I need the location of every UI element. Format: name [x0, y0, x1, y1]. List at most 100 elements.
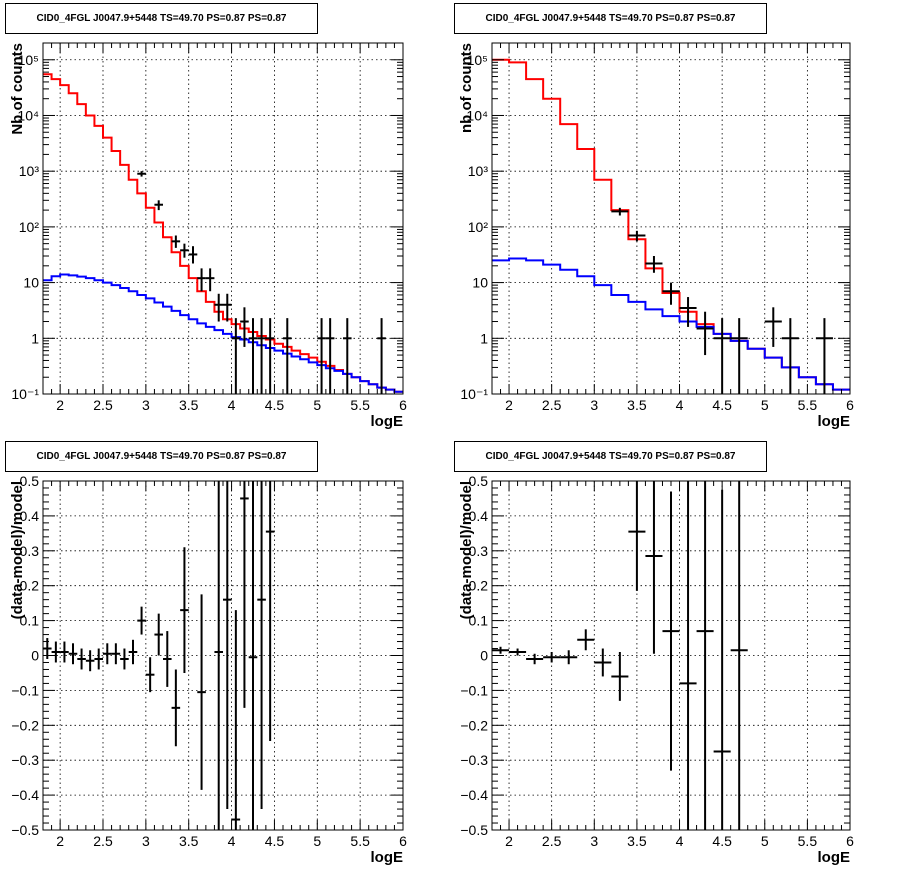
panel2-xtick-label-7: 5.5 [350, 833, 370, 849]
panel2-ytick-label-7: 0.2 [20, 578, 40, 594]
panel0-xtick-label-1: 2.5 [93, 397, 113, 413]
panel2-ylabel: (data-model)/model [9, 481, 26, 619]
panel1-xtick-label-2: 3 [590, 397, 598, 413]
panel3-ytick-label-4: −0.1 [460, 682, 488, 698]
panel3-plot-area [492, 481, 748, 830]
panel1-xtick-label-7: 5.5 [798, 397, 818, 413]
panel0-xlabel: logE [371, 413, 404, 430]
panel2-ytick-label-10: 0.5 [20, 473, 40, 489]
panel2-xtick-label-4: 4 [228, 833, 236, 849]
panel2-ytick-label-4: −0.1 [11, 682, 39, 698]
panel2-ytick-label-9: 0.4 [20, 508, 40, 524]
panel2-ytick-label-6: 0.1 [20, 613, 40, 629]
panel3-xtick-label-1: 2.5 [542, 833, 562, 849]
panel0-xtick-label-7: 5.5 [350, 397, 370, 413]
chart-panel-top-right: 2 2.5 3 3.5 4 4.5 5 5.5 6 10⁻¹ 1 10 10² 10³ 10⁴ 10⁵ logE… [449, 0, 898, 438]
panel0-series-1-line [43, 273, 403, 393]
panel3-xtick-label-5: 4.5 [712, 833, 732, 849]
chart-title-bottom-right: CID0_4FGL J0047.9+5448 TS=49.70 PS=0.87 … [454, 441, 767, 472]
panel3-xtick-label-4: 4 [676, 833, 684, 849]
panel2-xtick-label-3: 3.5 [179, 833, 199, 849]
panel0-frame [42, 42, 404, 395]
panel0-ytick-label-5: 10⁴ [17, 107, 39, 123]
panel1-xtick-label-6: 5 [761, 397, 769, 413]
panel3-ytick-label-0: −0.5 [460, 822, 488, 838]
panel3-ytick-label-2: −0.3 [460, 752, 488, 768]
panel1-ytick-label-3: 10² [468, 219, 489, 235]
panel2-xtick-label-5: 4.5 [265, 833, 285, 849]
panel0-plot-area [43, 73, 403, 394]
panel1-ytick-label-4: 10³ [468, 163, 489, 179]
panel0-ytick-label-3: 10² [19, 219, 40, 235]
chart-panel-bottom-right: 2 2.5 3 3.5 4 4.5 5 5.5 6 −0.5 −0.4 −0.3 −0.2 −0.1 0 0.… [449, 438, 898, 875]
panel3-xtick-label-7: 5.5 [798, 833, 818, 849]
panel1-ytick-label-0: 10⁻¹ [460, 386, 488, 402]
panel3-xtick-label-2: 3 [590, 833, 598, 849]
panel3-xlabel: logE [818, 849, 851, 866]
panel2-ytick-label-0: −0.5 [11, 822, 39, 838]
panel1-xtick-label-8: 6 [846, 397, 854, 413]
panel0-ytick-label-1: 1 [31, 330, 39, 346]
panel1-xlabel: logE [818, 413, 851, 430]
panel1-xtick-label-5: 4.5 [712, 397, 732, 413]
panel1-ytick-label-5: 10⁴ [466, 107, 488, 123]
panel1-series-0-line [492, 58, 850, 391]
panel1-ylabel: nb of counts [458, 43, 475, 133]
panel3-ylabel: (data-model)/model [458, 481, 475, 619]
panel3-ytick-label-5: 0 [480, 648, 488, 664]
panel3-ytick-label-7: 0.2 [469, 578, 489, 594]
panel2-xlabel: logE [371, 849, 404, 866]
panel3-ytick-label-10: 0.5 [469, 473, 489, 489]
panel0-ylabel: Nb of counts [9, 43, 26, 135]
panel0-ytick-label-2: 10 [23, 275, 39, 291]
panel0-xtick-label-0: 2 [56, 397, 64, 413]
panel0-ytick-label-0: 10⁻¹ [11, 386, 39, 402]
panel0-ytick-label-4: 10³ [19, 163, 40, 179]
panel3-ytick-label-3: −0.2 [460, 717, 488, 733]
panel2-xtick-label-1: 2.5 [93, 833, 113, 849]
panel1-series-1-line [492, 257, 850, 391]
panel2-ytick-label-8: 0.3 [20, 543, 40, 559]
chart-title-top-left: CID0_4FGL J0047.9+5448 TS=49.70 PS=0.87 … [5, 3, 318, 34]
panel2-xtick-label-8: 6 [399, 833, 407, 849]
chart-svg-bottom-right: 2 2.5 3 3.5 4 4.5 5 5.5 6 −0.5 −0.4 −0.3 −0.2 −0.1 0 0.… [458, 473, 854, 866]
panel0-xtick-label-8: 6 [399, 397, 407, 413]
panel0-xtick-label-6: 5 [313, 397, 321, 413]
panel0-xtick-label-5: 4.5 [265, 397, 285, 413]
panel0-xtick-label-2: 3 [142, 397, 150, 413]
chart-svg-bottom-left: 2 2.5 3 3.5 4 4.5 5 5.5 6 −0.5 −0.4 −0.3 −0.2 −0.1 0 0.… [9, 473, 407, 866]
panel2-ytick-label-3: −0.2 [11, 717, 39, 733]
chart-svg-top-right: 2 2.5 3 3.5 4 4.5 5 5.5 6 10⁻¹ 1 10 10² 10³ 10⁴ 10⁵ logE… [458, 42, 854, 430]
chart-title-top-right: CID0_4FGL J0047.9+5448 TS=49.70 PS=0.87 … [454, 3, 767, 34]
panel3-xtick-label-3: 3.5 [627, 833, 647, 849]
panel2-xtick-label-2: 3 [142, 833, 150, 849]
panel1-ytick-label-6: 10⁵ [467, 52, 488, 68]
panel1-xtick-label-3: 3.5 [627, 397, 647, 413]
chart-panel-top-left: 2 2.5 3 3.5 4 4.5 5 5.5 6 10⁻¹ 1 10 10² 10³ 10⁴ 10⁵ logE… [0, 0, 449, 438]
panel3-xtick-label-8: 6 [846, 833, 854, 849]
panel1-ytick-label-2: 10 [472, 275, 488, 291]
panel3-xtick-label-0: 2 [505, 833, 513, 849]
panel3-xtick-label-6: 5 [761, 833, 769, 849]
chart-title-bottom-left: CID0_4FGL J0047.9+5448 TS=49.70 PS=0.87 … [5, 441, 318, 472]
panel2-ytick-label-2: −0.3 [11, 752, 39, 768]
chart-panel-bottom-left: 2 2.5 3 3.5 4 4.5 5 5.5 6 −0.5 −0.4 −0.3 −0.2 −0.1 0 0.… [0, 438, 449, 875]
panel3-ytick-label-9: 0.4 [469, 508, 489, 524]
chart-svg-top-left: 2 2.5 3 3.5 4 4.5 5 5.5 6 10⁻¹ 1 10 10² 10³ 10⁴ 10⁵ logE… [9, 42, 407, 430]
panel3-ytick-label-1: −0.4 [460, 787, 488, 803]
panel3-ytick-label-6: 0.1 [469, 613, 489, 629]
panel1-ytick-label-1: 1 [480, 330, 488, 346]
panel1-plot-area [492, 58, 850, 394]
panel3-ytick-label-8: 0.3 [469, 543, 489, 559]
panel1-frame [491, 42, 851, 395]
panel0-ytick-label-6: 10⁵ [18, 52, 39, 68]
panel2-xtick-label-6: 5 [313, 833, 321, 849]
panel2-ytick-label-5: 0 [31, 648, 39, 664]
panel0-xtick-label-4: 4 [228, 397, 236, 413]
panel2-xtick-label-0: 2 [56, 833, 64, 849]
panel1-xtick-label-4: 4 [676, 397, 684, 413]
panel0-xtick-label-3: 3.5 [179, 397, 199, 413]
panel2-plot-area [43, 481, 275, 830]
panel0-series-0-line [43, 73, 403, 393]
panel1-xtick-label-1: 2.5 [542, 397, 562, 413]
